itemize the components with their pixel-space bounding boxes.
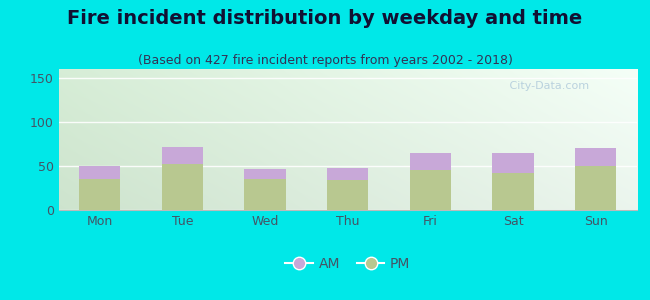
Bar: [327, 180, 369, 210]
Bar: [244, 169, 286, 179]
Text: (Based on 427 fire incident reports from years 2002 - 2018): (Based on 427 fire incident reports from…: [138, 54, 512, 67]
Bar: [79, 179, 120, 210]
Text: Fire incident distribution by weekday and time: Fire incident distribution by weekday an…: [68, 9, 582, 28]
Bar: [244, 179, 286, 210]
Bar: [493, 173, 534, 210]
Bar: [162, 147, 203, 164]
Bar: [493, 153, 534, 173]
Bar: [162, 164, 203, 210]
Bar: [79, 166, 120, 179]
Bar: [575, 148, 616, 166]
Bar: [410, 153, 451, 170]
Text: City-Data.com: City-Data.com: [499, 81, 590, 91]
Legend: AM, PM: AM, PM: [280, 251, 416, 276]
Bar: [327, 168, 369, 180]
Bar: [410, 170, 451, 210]
Bar: [575, 166, 616, 210]
